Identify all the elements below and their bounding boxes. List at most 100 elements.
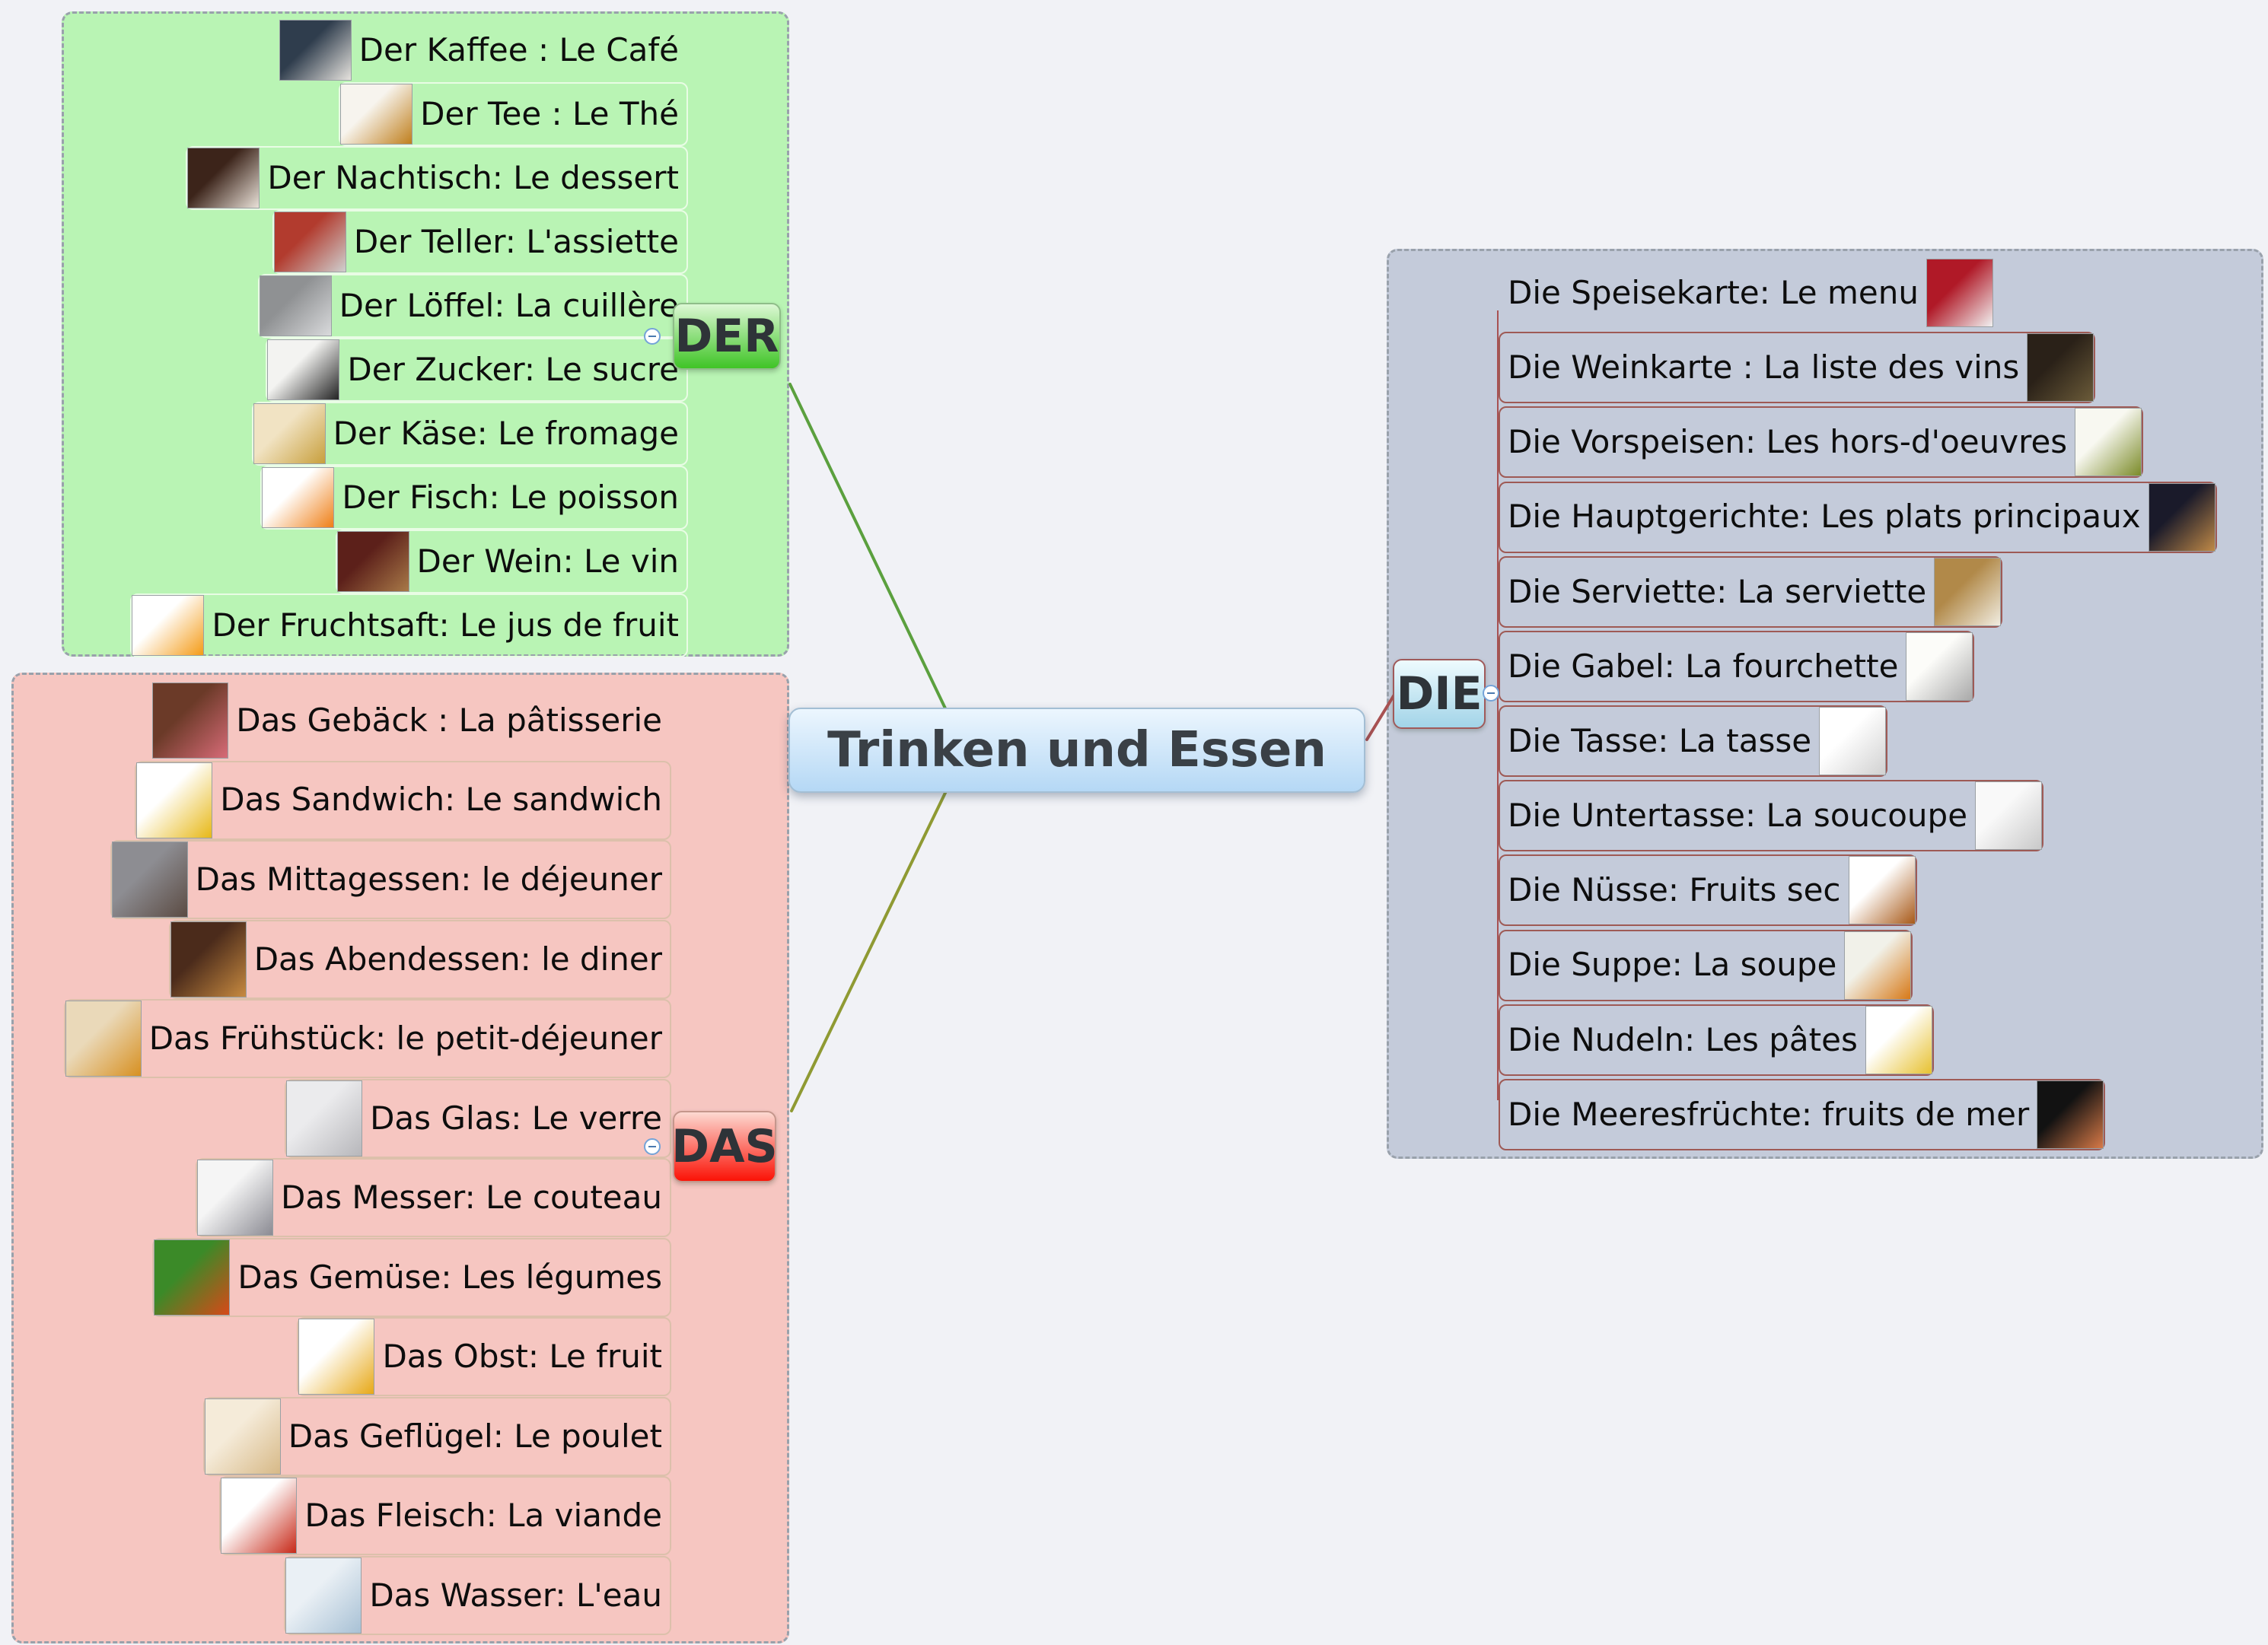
topic-text: Das Messer: Le couteau xyxy=(281,1179,662,1217)
menu-card-photo xyxy=(1926,259,1993,327)
topic-row[interactable]: Das Glas: Le verre xyxy=(285,1078,671,1158)
pasta-photo xyxy=(1865,1005,1932,1074)
topic-text: Die Nüsse: Fruits sec xyxy=(1508,871,1841,909)
topic-text: Das Gemüse: Les légumes xyxy=(237,1258,662,1296)
wine-corks-photo xyxy=(336,531,409,592)
topic-row[interactable]: Die Speisekarte: Le menu xyxy=(1499,257,1995,329)
collapse-handle-der[interactable] xyxy=(644,328,661,345)
main-course-photo xyxy=(2148,482,2215,552)
connector-der xyxy=(788,383,948,711)
napkin-photo xyxy=(1934,557,2002,626)
topic-row[interactable]: Der Tee : Le Thé xyxy=(339,82,688,146)
branch-label-text: DER xyxy=(674,310,779,363)
branch-label-text: DIE xyxy=(1396,667,1483,721)
topic-row[interactable]: Die Nudeln: Les pâtes xyxy=(1499,1004,1934,1076)
topic-text: Die Nudeln: Les pâtes xyxy=(1508,1020,1858,1058)
collapse-handle-das[interactable] xyxy=(644,1138,661,1155)
spoon-photo xyxy=(259,275,332,336)
branch-boundary-das[interactable]: Das Gebäck : La pâtisserie Das Sandwich:… xyxy=(11,673,789,1643)
topic-text: Die Meeresfrüchte: fruits de mer xyxy=(1508,1095,2030,1133)
topic-row[interactable]: Die Meeresfrüchte: fruits de mer xyxy=(1499,1078,2106,1150)
topic-row[interactable]: Das Wasser: L'eau xyxy=(284,1555,671,1635)
topic-row[interactable]: Das Geflügel: Le poulet xyxy=(202,1396,671,1476)
topic-row[interactable]: Das Frühstück: le petit-déjeuner xyxy=(63,999,671,1079)
topic-text: Das Frühstück: le petit-déjeuner xyxy=(148,1020,662,1058)
topic-text: Das Fleisch: La viande xyxy=(304,1497,662,1535)
topic-row[interactable]: Das Mittagessen: le déjeuner xyxy=(110,840,671,920)
topic-text: Der Fisch: Le poisson xyxy=(342,478,679,516)
topic-row[interactable]: Das Messer: Le couteau xyxy=(196,1158,671,1238)
topic-text: Der Nachtisch: Le dessert xyxy=(267,158,679,196)
wine-list-photo xyxy=(2027,333,2094,402)
topic-row[interactable]: Das Fleisch: La viande xyxy=(219,1476,671,1556)
topic-row[interactable]: Die Serviette: La serviette xyxy=(1499,555,2003,628)
appetizers-photo xyxy=(2075,408,2142,477)
topic-row[interactable]: Der Wein: Le vin xyxy=(335,530,688,593)
topic-row[interactable]: Das Gebäck : La pâtisserie xyxy=(151,681,671,760)
fork-photo xyxy=(1906,632,1973,701)
topic-row[interactable]: Die Nüsse: Fruits sec xyxy=(1499,854,1917,927)
steak-photo xyxy=(221,1478,298,1554)
breakfast-photo xyxy=(65,1001,142,1077)
topic-text: Die Untertasse: La soucoupe xyxy=(1508,797,1968,835)
orange-juice-photo xyxy=(132,595,205,656)
topic-text: Das Sandwich: Le sandwich xyxy=(220,781,662,819)
topic-text: Die Suppe: La soupe xyxy=(1508,946,1837,984)
central-topic[interactable]: Trinken und Essen xyxy=(788,708,1365,793)
topic-row[interactable]: Die Hauptgerichte: Les plats principaux xyxy=(1499,481,2217,553)
topic-text: Der Fruchtsaft: Le jus de fruit xyxy=(212,606,679,644)
topic-row[interactable]: Das Sandwich: Le sandwich xyxy=(135,760,671,840)
goldfish-photo xyxy=(262,467,335,528)
seafood-platter-photo xyxy=(2037,1080,2104,1149)
topic-text: Das Abendessen: le diner xyxy=(253,940,662,978)
branch-boundary-der[interactable]: Der Kaffee : Le Café Der Tee : Le Thé De… xyxy=(62,11,789,657)
topic-row[interactable]: Die Tasse: La tasse xyxy=(1499,705,1888,778)
topic-text: Die Vorspeisen: Les hors-d'oeuvres xyxy=(1508,423,2068,461)
topic-row[interactable]: Die Vorspeisen: Les hors-d'oeuvres xyxy=(1499,406,2144,479)
cheese-photo xyxy=(253,403,326,464)
topic-row[interactable]: Der Teller: L'assiette xyxy=(272,210,688,274)
lunch-restaurant-photo xyxy=(111,842,188,918)
topic-text: Der Wein: Le vin xyxy=(416,542,680,580)
branch-label-die[interactable]: DIE xyxy=(1393,659,1486,729)
sugar-cubes-photo xyxy=(267,339,340,400)
topic-text: Der Löffel: La cuillère xyxy=(339,286,679,324)
topic-row[interactable]: Der Nachtisch: Le dessert xyxy=(186,146,688,210)
tea-glass-photo xyxy=(340,84,413,145)
topic-row[interactable]: Das Obst: Le fruit xyxy=(297,1317,671,1397)
cup-photo xyxy=(1819,707,1887,776)
raw-chicken-photo xyxy=(204,1398,281,1475)
coffee-cup-photo xyxy=(279,20,352,81)
topic-row[interactable]: Das Abendessen: le diner xyxy=(168,919,671,999)
branch-label-text: DAS xyxy=(671,1120,778,1173)
topic-row[interactable]: Die Suppe: La soupe xyxy=(1499,929,1913,1001)
topic-text: Das Glas: Le verre xyxy=(370,1099,662,1137)
topic-text: Der Tee : Le Thé xyxy=(420,94,679,132)
branch-label-das[interactable]: DAS xyxy=(671,1111,778,1182)
branch-label-der[interactable]: DER xyxy=(673,303,781,370)
soup-photo xyxy=(1844,931,1912,1000)
topic-row[interactable]: Der Fruchtsaft: Le jus de fruit xyxy=(130,593,688,657)
topic-text: Der Teller: L'assiette xyxy=(353,222,679,260)
topic-row[interactable]: Der Zucker: Le sucre xyxy=(266,338,688,402)
topic-text: Die Weinkarte : La liste des vins xyxy=(1508,348,2020,387)
topic-row[interactable]: Die Untertasse: La soucoupe xyxy=(1499,780,2044,852)
vegetables-photo xyxy=(154,1239,231,1316)
saucer-photo xyxy=(1975,781,2043,851)
topic-text: Die Hauptgerichte: Les plats principaux xyxy=(1508,498,2141,536)
topic-row[interactable]: Die Gabel: La fourchette xyxy=(1499,630,1975,702)
topic-row[interactable]: Der Kaffee : Le Café xyxy=(278,18,688,82)
topic-row[interactable]: Der Käse: Le fromage xyxy=(251,402,688,466)
topic-row[interactable]: Der Löffel: La cuillère xyxy=(257,274,688,338)
topic-text: Der Zucker: Le sucre xyxy=(347,350,679,388)
topic-row[interactable]: Die Weinkarte : La liste des vins xyxy=(1499,332,2096,404)
topic-row[interactable]: Der Fisch: Le poisson xyxy=(260,466,688,530)
topic-row[interactable]: Das Gemüse: Les légumes xyxy=(152,1237,671,1317)
connector-das xyxy=(790,790,948,1112)
water-pitcher-photo xyxy=(285,1557,362,1634)
branch-rows-der: Der Kaffee : Le Café Der Tee : Le Thé De… xyxy=(78,18,688,657)
collapse-handle-die[interactable] xyxy=(1483,685,1499,702)
branch-boundary-die[interactable]: Die Speisekarte: Le menu Die Weinkarte :… xyxy=(1387,249,2263,1159)
pastries-photo xyxy=(152,682,229,759)
topic-text: Das Gebäck : La pâtisserie xyxy=(236,701,662,739)
